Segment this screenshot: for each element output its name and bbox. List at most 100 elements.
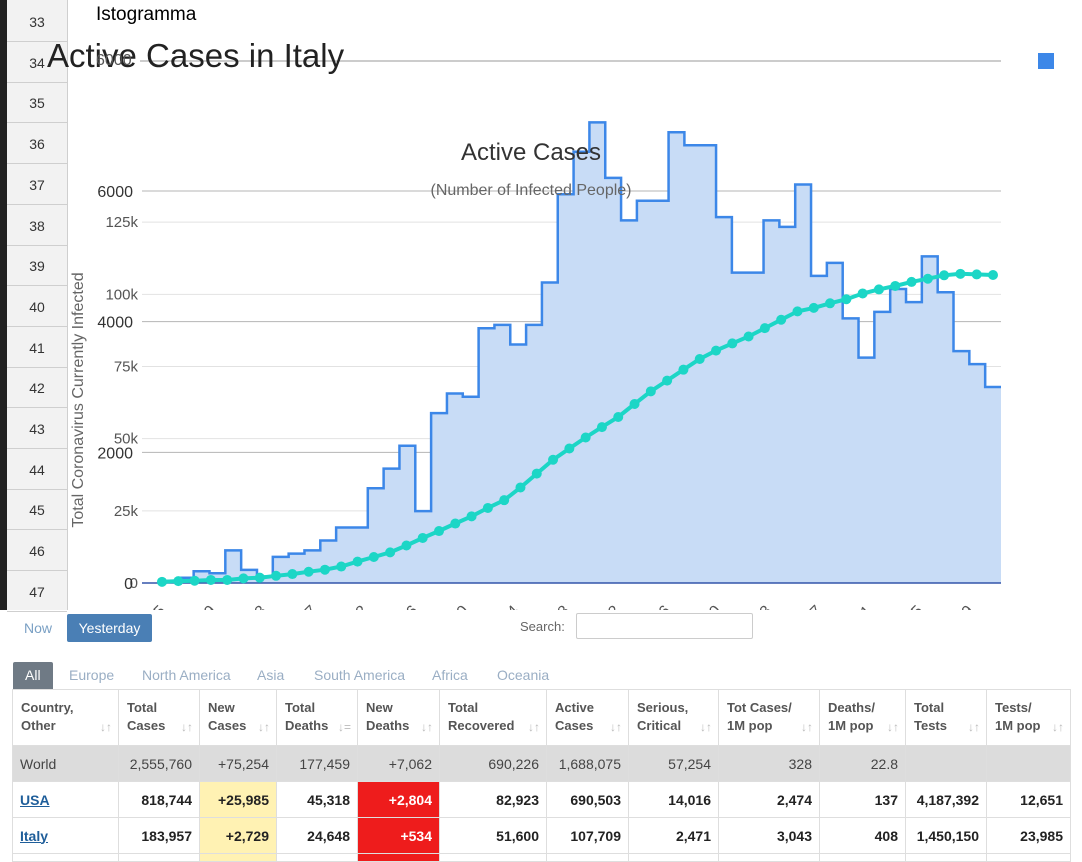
tab-all[interactable]: All	[13, 662, 53, 689]
yesterday-button[interactable]: Yesterday	[67, 614, 152, 642]
active-cases-point	[271, 570, 282, 581]
row-number[interactable]: 42	[7, 368, 67, 409]
cell-deaths-per-1m: 137	[819, 781, 906, 818]
sort-icon[interactable]: ↓↑	[968, 720, 980, 734]
sort-icon[interactable]: ↓↑	[181, 720, 193, 734]
cell-tests-per-1m	[986, 853, 1071, 862]
search-input[interactable]	[576, 613, 753, 639]
column-header-total-recovered[interactable]: Total Recovered ↓↑	[439, 689, 547, 746]
active-cases-point	[466, 511, 477, 522]
column-header-tot-cases-per-1m[interactable]: Tot Cases/1M pop ↓↑	[718, 689, 820, 746]
x-tick-label: 02	[347, 602, 372, 610]
sort-icon[interactable]: ↓↑	[801, 720, 813, 734]
y-tick-label: 50k	[114, 431, 139, 448]
column-header-deaths-per-1m[interactable]: Deaths/1M pop ↓↑	[819, 689, 906, 746]
active-cases-point	[515, 482, 526, 493]
column-header-active-cases[interactable]: Active Cases ↓↑	[546, 689, 629, 746]
sort-icon[interactable]: ↓↑	[421, 720, 433, 734]
sort-icon[interactable]: ↓↑	[887, 720, 899, 734]
header-label: Cases	[555, 718, 594, 733]
header-label: Total	[448, 700, 479, 715]
cell-active-cases: 690,503	[546, 781, 629, 818]
active-cases-point	[499, 495, 510, 506]
sort-icon[interactable]: ↓↑	[528, 720, 540, 734]
cell-new-cases: +25,985	[199, 781, 277, 818]
header-label: Deaths	[366, 718, 410, 733]
column-header-serious-critical[interactable]: Serious, Critical ↓↑	[628, 689, 719, 746]
active-cases-point	[988, 269, 998, 280]
active-cases-chart: 0 25k 50k 75k 100k 125k 6000 4000 2000 0 Active Ca…	[70, 60, 1001, 610]
header-label: Active	[555, 700, 595, 715]
column-header-total-cases[interactable]: Total Cases ↓↑	[118, 689, 200, 746]
column-header-new-cases[interactable]: New Cases ↓↑	[199, 689, 277, 746]
row-number[interactable]: 45	[7, 490, 67, 531]
sheet-cell-title[interactable]: Istogramma	[96, 4, 197, 25]
country-link[interactable]: USA	[20, 791, 50, 808]
cell-deaths-per-1m: 408	[819, 817, 906, 854]
sort-icon[interactable]: ↓↑	[700, 720, 712, 734]
active-cases-point	[238, 573, 249, 584]
cell-total-deaths: 45,318	[276, 781, 358, 818]
covid-stats-table: Country, Other ↓↑ Total Cases ↓↑ New Cases ↓↑ Tot…	[12, 689, 1071, 862]
cell-tests-per-1m: 12,651	[986, 781, 1071, 818]
column-header-new-deaths[interactable]: New Deaths ↓↑	[357, 689, 440, 746]
tab-europe[interactable]: Europe	[69, 667, 115, 683]
sort-icon[interactable]: ↓↑	[100, 720, 112, 734]
spreadsheet-row-headers: 33 34 35 36 37 38 39 40 41 42 43 44 45 46 47	[7, 0, 68, 612]
tab-asia[interactable]: Asia	[257, 667, 285, 683]
row-number[interactable]: 33	[7, 2, 67, 42]
cell-total-recovered: 690,226	[439, 745, 547, 782]
y-tick-label: 25k	[114, 503, 139, 520]
row-number[interactable]: 37	[7, 165, 67, 205]
cell-total-deaths: 24,648	[276, 817, 358, 854]
row-number[interactable]: 47	[7, 572, 67, 612]
cell-tot-cases-per-1m: 328	[718, 745, 820, 782]
active-cases-point	[776, 314, 787, 325]
column-header-country[interactable]: Country, Other ↓↑	[12, 689, 119, 746]
header-label: Other	[21, 718, 56, 733]
column-header-tests-per-1m[interactable]: Tests/1M pop ↓↑	[986, 689, 1071, 746]
row-number[interactable]: 39	[7, 246, 67, 287]
tab-north-america[interactable]: North America	[142, 667, 231, 683]
header-label: Total	[285, 700, 316, 715]
cell-total-tests: 4,187,392	[905, 781, 987, 818]
country-link[interactable]: Italy	[20, 827, 49, 844]
row-number[interactable]: 34	[7, 43, 67, 83]
active-cases-point	[743, 331, 754, 342]
header-label: Country,	[21, 700, 74, 715]
sort-icon[interactable]: ↓↑	[610, 720, 622, 734]
overlay-chart-title[interactable]: Active Cases in Italy	[47, 37, 345, 74]
cell-tests-per-1m: 23,985	[986, 817, 1071, 854]
row-number[interactable]: 35	[7, 83, 67, 124]
cell-active-cases: 107,709	[546, 817, 629, 854]
sort-icon[interactable]: ↓↑	[1052, 720, 1064, 734]
row-number[interactable]: 36	[7, 124, 67, 165]
row-number[interactable]: 43	[7, 409, 67, 449]
sort-icon[interactable]: ↓=	[337, 720, 351, 734]
row-number[interactable]: 40	[7, 287, 67, 327]
x-tick-label: 03	[751, 602, 776, 610]
cell-serious-critical	[628, 853, 719, 862]
column-header-total-deaths[interactable]: Total Deaths ↓=	[276, 689, 358, 746]
header-label: Deaths/	[828, 700, 875, 715]
row-number[interactable]: 38	[7, 206, 67, 246]
column-header-total-tests[interactable]: Total Tests ↓↑	[905, 689, 987, 746]
tab-south-america[interactable]: South America	[314, 667, 406, 683]
now-button[interactable]: Now	[23, 620, 52, 636]
tab-africa[interactable]: Africa	[432, 667, 468, 683]
cell-country: USA	[12, 781, 119, 818]
overlay-y-tick-label: 6000	[97, 184, 133, 201]
active-cases-point	[645, 386, 656, 397]
histogram-area	[162, 122, 1001, 584]
active-cases-point	[336, 561, 347, 572]
chart-title: Active Cases	[461, 139, 601, 166]
header-label: New	[208, 700, 235, 715]
row-number[interactable]: 41	[7, 328, 67, 368]
row-number[interactable]: 46	[7, 531, 67, 572]
active-cases-point	[222, 574, 233, 585]
tab-oceania[interactable]: Oceania	[497, 667, 550, 683]
row-number[interactable]: 44	[7, 450, 67, 490]
active-cases-point	[173, 576, 184, 587]
sort-icon[interactable]: ↓↑	[258, 720, 270, 734]
cell-new-deaths: +534	[357, 817, 440, 854]
